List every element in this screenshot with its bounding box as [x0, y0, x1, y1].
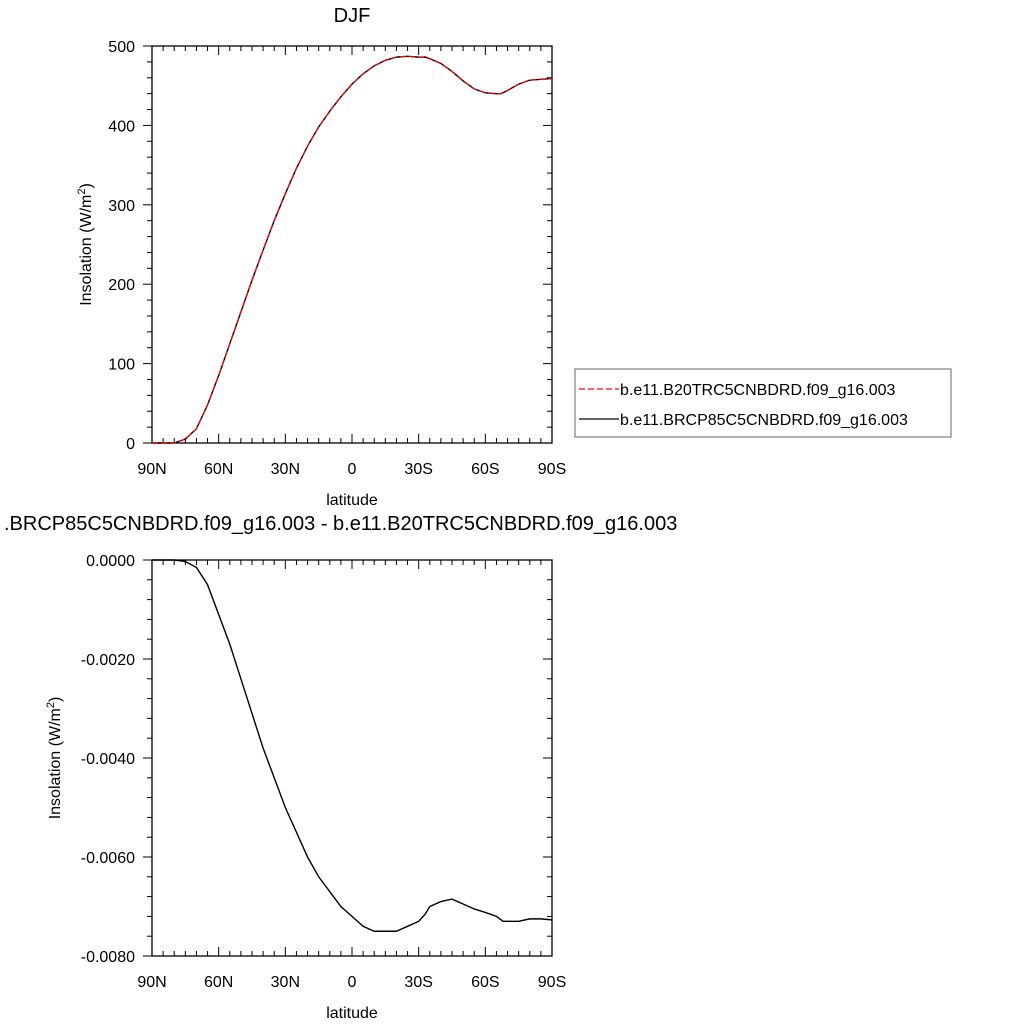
x-tick-label: 90N — [137, 461, 166, 478]
plot-frame — [151, 559, 553, 957]
x-tick-label: 0 — [348, 974, 357, 991]
y-tick-label: -0.0080 — [81, 949, 135, 966]
series-line-1 — [152, 559, 553, 932]
chart-panel-2: .BRCP85C5CNBDRD.f09_g16.003 - b.e11.B20T… — [4, 513, 677, 1022]
legend: b.e11.B20TRC5CNBDRD.f09_g16.003 b.e11.BRC… — [574, 368, 952, 438]
x-tick-label: 30N — [271, 974, 300, 991]
y-tick-label: -0.0040 — [81, 751, 135, 768]
chart-title: .BRCP85C5CNBDRD.f09_g16.003 - b.e11.B20T… — [4, 513, 677, 535]
x-tick-label: 90N — [137, 974, 166, 991]
x-tick-label: 60S — [471, 974, 499, 991]
series-line-2 — [152, 55, 553, 444]
y-tick-label: 500 — [108, 39, 135, 56]
series-line-1 — [152, 55, 553, 444]
y-tick-label: 200 — [108, 277, 135, 294]
y-tick-label: 0 — [126, 436, 135, 453]
x-axis-label: latitude — [326, 492, 378, 509]
y-tick-label: -0.0020 — [81, 652, 135, 669]
y-axis-label: Insolation (W/m2) — [76, 183, 95, 306]
legend-box — [574, 368, 952, 438]
y-tick-label: 0.0000 — [86, 553, 135, 570]
x-tick-label: 30S — [404, 461, 432, 478]
x-tick-label: 60N — [204, 974, 233, 991]
y-tick-label: 100 — [108, 357, 135, 374]
y-tick-label: 400 — [108, 118, 135, 135]
x-tick-label: 90S — [538, 461, 566, 478]
x-tick-label: 30N — [271, 461, 300, 478]
x-tick-label: 0 — [348, 461, 357, 478]
legend-entry-1: b.e11.B20TRC5CNBDRD.f09_g16.003 — [620, 382, 896, 399]
x-axis-label: latitude — [326, 1005, 378, 1022]
x-tick-label: 60S — [471, 461, 499, 478]
y-tick-label: 300 — [108, 198, 135, 215]
chart-title: DJF — [334, 5, 371, 27]
legend-entry-2: b.e11.BRCP85C5CNBDRD.f09_g16.003 — [620, 412, 908, 429]
y-axis-label: Insolation (W/m2) — [45, 697, 64, 820]
x-tick-label: 30S — [404, 974, 432, 991]
plot-frame — [151, 45, 553, 444]
y-tick-label: -0.0060 — [81, 850, 135, 867]
chart-panel-1: DJF 90N 60N 30N 0 30S 60S 90S 0 100 200 300 400 500 la… — [76, 5, 952, 509]
x-tick-label: 90S — [538, 974, 566, 991]
x-tick-label: 60N — [204, 461, 233, 478]
